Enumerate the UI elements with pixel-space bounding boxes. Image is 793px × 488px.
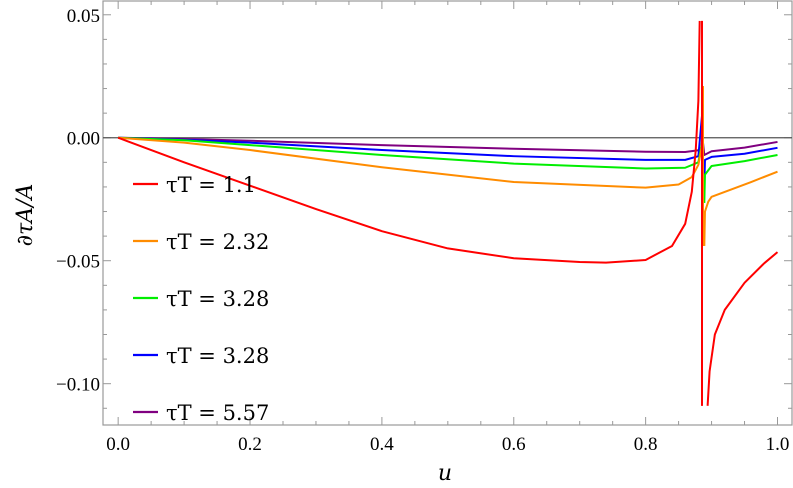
y-tick-label: −0.05 [56,252,100,273]
series-line [118,136,778,156]
series-line [118,136,704,170]
x-axis-label: u [438,461,452,486]
series-line [703,170,778,246]
y-tick-label: −0.10 [56,375,100,396]
series-0 [117,20,779,406]
legend-label: τT = 5.57 [166,401,269,425]
series-1 [118,86,778,246]
series-line [703,146,778,186]
axis-ticks: 0.0 0.2 0.4 0.6 0.8 1.0 0.05 0.00 −0.05 −0.10 [56,1,792,455]
legend-label: τT = 2.32 [166,230,269,254]
series-line [703,153,778,203]
series-group [117,20,779,406]
legend-label: τT = 1.1 [166,173,256,197]
legend-label: τT = 3.28 [166,344,269,368]
y-tick-label: 0.05 [67,6,100,27]
x-tick-label: 0.6 [502,434,526,455]
legend-label: τT = 3.28 [166,287,269,311]
y-tick-label: 0.00 [67,129,100,150]
series-line [706,251,779,406]
series-line [117,20,701,264]
x-tick-label: 0.8 [634,434,658,455]
y-axis-label: ∂τA/A [13,184,38,247]
x-tick-label: 0.2 [238,434,262,455]
series-4 [118,136,778,156]
series-line [118,104,704,161]
x-tick-label: 0.0 [106,434,130,455]
series-line [118,86,704,189]
x-tick-label: 0.4 [370,434,394,455]
x-tick-label: 1.0 [766,434,790,455]
legend: τT = 1.1 τT = 2.32 τT = 3.28 τT = 3.28 τT = … [133,173,269,425]
